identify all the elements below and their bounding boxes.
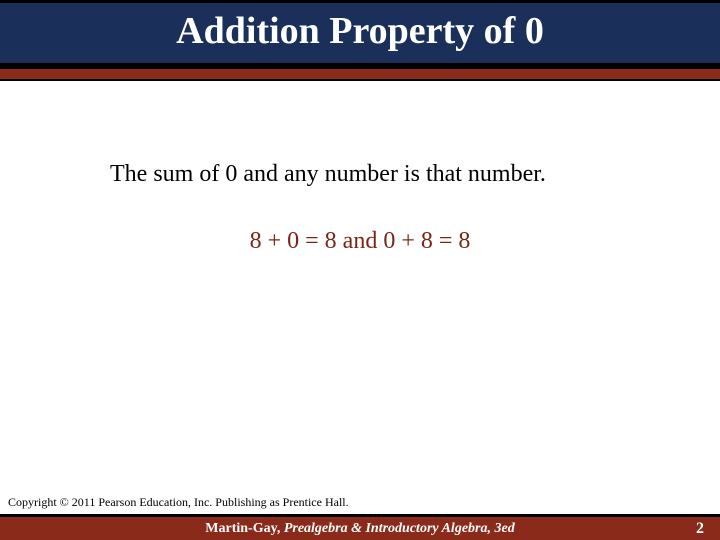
slide-title: Addition Property of 0 <box>0 9 720 53</box>
copyright-text: Copyright © 2011 Pearson Education, Inc.… <box>8 495 349 510</box>
footer-author: Martin-Gay, <box>205 521 284 536</box>
footer-book: Prealgebra & Introductory Algebra, 3ed <box>284 521 515 536</box>
accent-bar <box>0 69 720 81</box>
title-band: Addition Property of 0 <box>0 0 720 69</box>
footer-citation: Martin-Gay, Prealgebra & Introductory Al… <box>205 521 514 537</box>
page-number: 2 <box>696 520 704 538</box>
example-equation: 8 + 0 = 8 and 0 + 8 = 8 <box>40 228 680 255</box>
property-statement: The sum of 0 and any number is that numb… <box>110 161 680 188</box>
content-area: The sum of 0 and any number is that numb… <box>0 81 720 255</box>
footer-band: Martin-Gay, Prealgebra & Introductory Al… <box>0 514 720 540</box>
